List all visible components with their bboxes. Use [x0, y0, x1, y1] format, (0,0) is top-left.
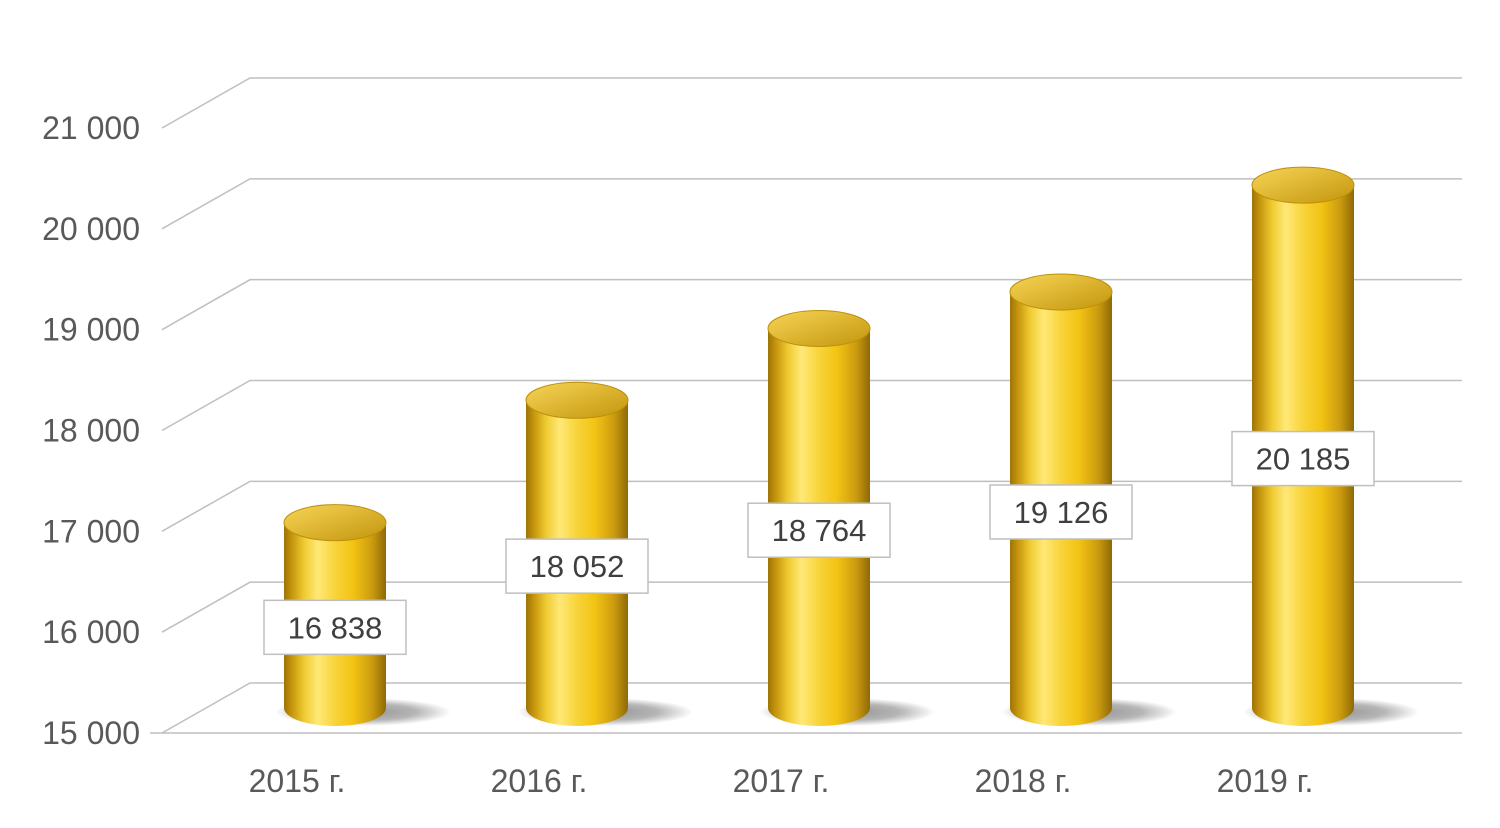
gridline: [161, 178, 1462, 230]
bar-value-label: 18 052: [505, 538, 649, 594]
y-tick-label: 18 000: [42, 413, 140, 449]
svg-text:20 185: 20 185: [1256, 442, 1351, 477]
y-tick-label: 15 000: [42, 715, 140, 751]
y-tick-label: 16 000: [42, 614, 140, 650]
y-tick-label: 21 000: [42, 110, 140, 146]
bar-top-face: [1251, 166, 1355, 204]
category-label: 2019 г.: [1217, 763, 1314, 799]
svg-text:18 764: 18 764: [772, 513, 867, 548]
svg-text:16 838: 16 838: [288, 610, 383, 645]
bar-top-face: [767, 309, 871, 347]
bar-value-label: 16 838: [263, 599, 407, 656]
category-label: 2017 г.: [733, 763, 830, 799]
bar-value-label: 19 126: [989, 484, 1133, 540]
bar-top-face: [1009, 273, 1113, 311]
bar-top-face: [525, 381, 629, 419]
y-tick-label: 20 000: [42, 211, 140, 247]
bar-top-face: [283, 504, 387, 542]
bar-value-label: 20 185: [1231, 430, 1375, 487]
category-label: 2015 г.: [249, 763, 346, 799]
category-label: 2016 г.: [491, 763, 588, 799]
svg-text:18 052: 18 052: [530, 549, 625, 584]
category-label: 2018 г.: [975, 763, 1072, 799]
gridline: [161, 77, 1462, 129]
y-tick-label: 19 000: [42, 312, 140, 348]
bar-value-label: 18 764: [747, 502, 891, 558]
y-tick-label: 17 000: [42, 513, 140, 549]
svg-text:19 126: 19 126: [1014, 495, 1109, 530]
